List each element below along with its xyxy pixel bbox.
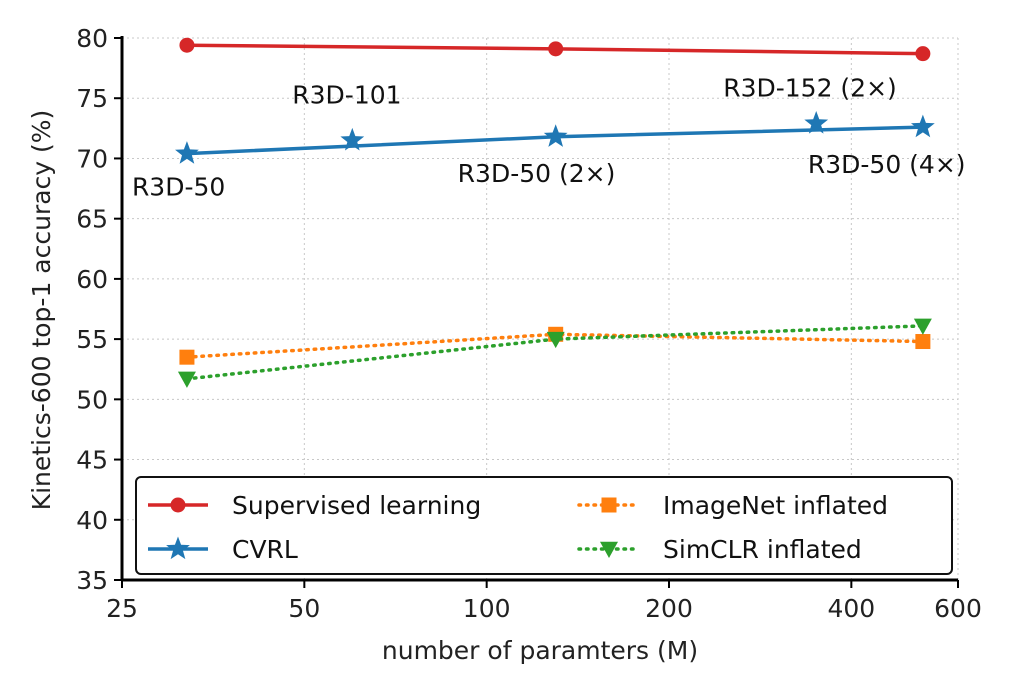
data-point bbox=[913, 318, 932, 335]
legend-item: Supervised learning bbox=[148, 491, 481, 520]
legend-swatch-marker bbox=[600, 541, 618, 558]
data-point bbox=[177, 371, 196, 388]
legend-swatch-marker bbox=[601, 497, 617, 513]
point-annotation: R3D-101 bbox=[292, 80, 401, 109]
y-axis-title: Kinetics-600 top-1 accuracy (%) bbox=[27, 110, 56, 511]
series-line bbox=[185, 324, 925, 381]
legend-box bbox=[135, 476, 953, 575]
legend-item: ImageNet inflated bbox=[577, 491, 888, 520]
data-point bbox=[543, 124, 568, 147]
legend-swatch-marker bbox=[170, 497, 186, 513]
data-point bbox=[546, 331, 565, 349]
y-tick-label: 45 bbox=[76, 446, 108, 475]
x-axis-title: number of paramters (M) bbox=[382, 636, 698, 665]
x-tick-label: 25 bbox=[106, 594, 138, 623]
y-tick-label: 35 bbox=[76, 566, 108, 595]
data-point bbox=[179, 349, 195, 365]
y-tick-label: 60 bbox=[76, 265, 108, 294]
legend-label: Supervised learning bbox=[232, 491, 481, 520]
data-point bbox=[910, 114, 935, 138]
plot-series bbox=[175, 37, 935, 388]
y-tick-label: 55 bbox=[76, 325, 108, 354]
point-annotation: R3D-50 bbox=[132, 173, 225, 202]
x-tick-label: 400 bbox=[827, 594, 875, 623]
y-tick-label: 40 bbox=[76, 506, 108, 535]
y-tick-label: 75 bbox=[76, 84, 108, 113]
legend-swatch-marker bbox=[166, 536, 190, 560]
point-annotations: R3D-50 R3D-101 R3D-50 (2×) R3D-152 (2×) R3D-… bbox=[132, 74, 966, 202]
legend-item: SimCLR inflated bbox=[577, 535, 862, 564]
x-tick-label: 50 bbox=[288, 594, 320, 623]
series-simclr-inflated bbox=[177, 318, 932, 388]
data-point bbox=[179, 37, 195, 53]
point-annotation: R3D-50 (2×) bbox=[458, 159, 616, 188]
x-tick-label: 200 bbox=[645, 594, 693, 623]
legend-label: SimCLR inflated bbox=[663, 535, 862, 564]
legend: Supervised learning CVRL ImageNet inflated… bbox=[135, 476, 953, 575]
data-point bbox=[548, 41, 564, 57]
y-tick-label: 80 bbox=[76, 24, 108, 53]
data-point bbox=[915, 46, 931, 62]
y-tick-label: 50 bbox=[76, 385, 108, 414]
point-annotation: R3D-152 (2×) bbox=[723, 74, 897, 103]
x-tick-label: 100 bbox=[463, 594, 511, 623]
legend-label: CVRL bbox=[232, 535, 298, 564]
y-tick-label: 65 bbox=[76, 205, 108, 234]
series-cvrl bbox=[175, 114, 935, 164]
data-point bbox=[175, 141, 199, 164]
axes: 35 40 45 50 55 60 65 70 75 80 25 50 100 200 400 600 bbox=[76, 24, 982, 623]
data-point bbox=[915, 334, 931, 350]
x-tick-label: 600 bbox=[934, 594, 982, 623]
legend-label: ImageNet inflated bbox=[663, 491, 888, 520]
data-point bbox=[340, 127, 365, 151]
point-annotation: R3D-50 (4×) bbox=[808, 150, 966, 179]
legend-item: CVRL bbox=[148, 535, 298, 564]
data-point bbox=[804, 111, 829, 134]
y-tick-label: 70 bbox=[76, 144, 108, 173]
series-supervised-learning bbox=[179, 37, 931, 62]
